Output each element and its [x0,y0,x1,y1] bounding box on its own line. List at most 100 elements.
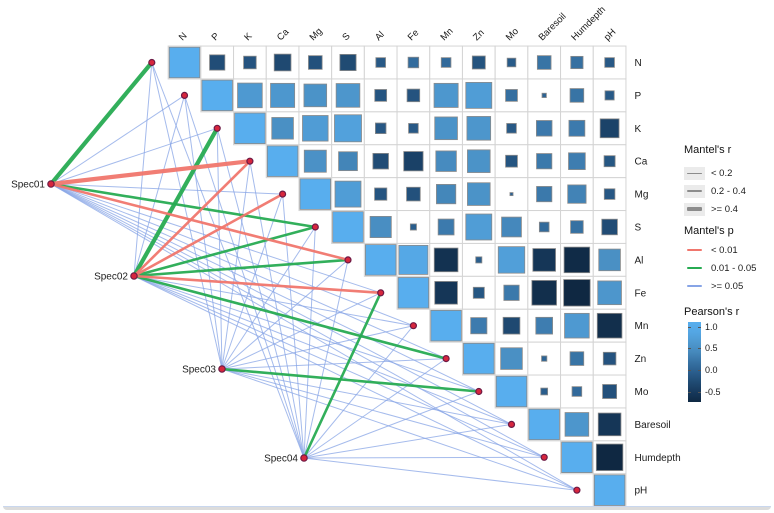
mantel-edge [50,183,381,294]
correlation-square [372,152,389,170]
correlation-square [506,57,517,68]
mantel-edge [303,456,545,459]
species-node-label: Spec02 [94,272,128,283]
correlation-square [332,211,364,243]
row-label: Mo [635,387,649,398]
mantel-edge [216,128,305,459]
mantel-edge [303,391,479,459]
correlation-square [509,192,514,197]
colorbar-tick-mark [688,369,691,371]
mantel-edge [50,182,316,229]
mantel-edge [221,358,447,370]
mantel-edge [303,423,512,459]
correlation-square [434,281,458,305]
mantel-edge [50,183,283,195]
correlation-cell [429,144,463,179]
mantel-edge [50,182,349,262]
correlation-square [369,215,392,239]
correlation-square [374,89,388,102]
column-label: S [340,31,352,43]
column-label: Ca [275,26,292,43]
correlation-square [408,123,419,134]
correlation-square [374,122,387,135]
correlation-square [564,412,590,437]
mantel-edge [50,183,480,392]
column-label: Zn [471,27,487,43]
correlation-square [602,384,618,399]
correlation-square [434,116,458,141]
mantel-edge [133,275,578,491]
mantel-edge [303,457,577,491]
mantel-edge [132,127,220,278]
mantel-r-key-thin-line-icon [684,166,705,180]
mantel-edge [303,226,316,459]
env-node [475,387,483,396]
correlation-square [374,187,388,201]
correlation-square [433,247,459,273]
line-sample-icon [687,189,702,193]
mantel-edge [50,127,218,185]
correlation-square [234,112,266,145]
pearson-legend-title: Pearson's r [684,306,740,318]
correlation-square [563,279,591,307]
column-label: Baresoil [537,11,569,43]
mantel-edge [133,225,316,278]
mantel-r-label: >= 0.4 [711,203,738,215]
colorbar-tick-label: 0.5 [705,343,718,354]
mantel-edge [50,183,578,491]
correlation-square [570,55,584,70]
correlation-square [568,152,586,170]
correlation-square [593,474,626,506]
mantel-p-key-red-line-icon [684,244,705,257]
mantel-p-legend-item: >= 0.05 [684,279,743,293]
row-label: S [635,223,642,234]
correlation-square [243,55,257,70]
mantel-edge [303,325,414,459]
mantel-edge [133,274,447,360]
env-node [409,322,417,330]
env-node [213,124,221,132]
correlation-square [532,248,556,272]
correlation-square [436,184,457,205]
correlation-square [528,408,560,441]
correlation-square [505,89,518,102]
correlation-square [406,88,421,103]
env-node [246,157,254,165]
correlation-square [339,54,357,71]
species-node [218,365,226,373]
correlation-square [564,312,590,339]
line-sample-icon [687,206,702,212]
mantel-edge [133,192,284,278]
correlation-square [568,119,586,137]
correlation-square [541,355,548,362]
colorbar-tick-mark [698,348,701,350]
correlation-square [540,387,549,396]
env-node [344,256,352,264]
row-label: Humdepth [635,453,681,464]
mantel-edge [303,358,447,459]
mantel-edge [133,275,414,327]
correlation-matrix [167,45,627,508]
mantel-r-label: < 0.2 [711,167,733,179]
correlation-square [407,56,420,69]
correlation-square [541,92,547,98]
correlation-square [602,351,617,366]
correlation-square [303,149,327,173]
correlation-square [538,221,550,233]
colorbar-tick-mark [698,391,701,393]
correlation-square [570,220,584,234]
correlation-square [561,441,593,474]
mantel-edge [151,62,305,459]
species-node [47,180,55,188]
correlation-square [437,218,455,236]
mantel-edge [50,183,447,360]
correlation-square [535,316,553,335]
correlation-square [597,412,622,437]
row-label: Al [635,255,644,266]
correlation-square [299,178,332,210]
correlation-square [535,120,553,137]
mantel-edge [221,292,381,370]
correlation-square [604,90,615,101]
mantel-edge [133,275,479,392]
